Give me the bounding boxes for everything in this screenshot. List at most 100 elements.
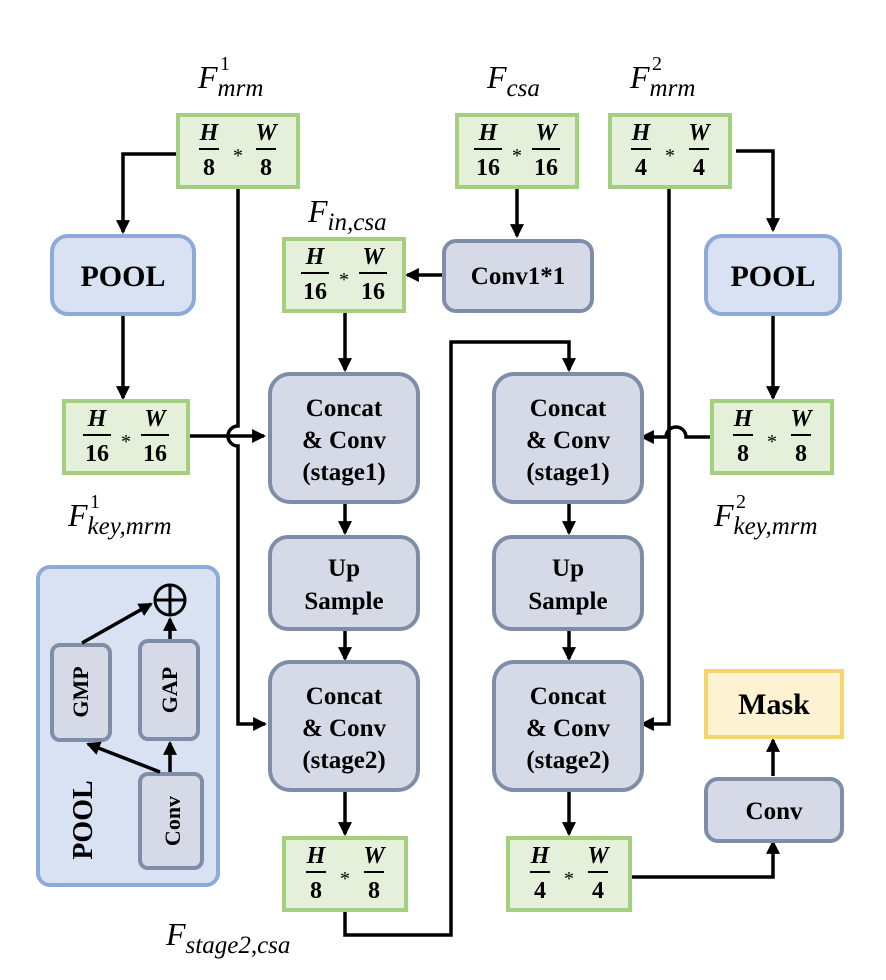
left-concat-stage1: Concat & Conv (stage1) <box>268 372 420 504</box>
svg-text:H: H <box>199 120 220 146</box>
label-f-key-mrm1-sup: 1 <box>90 491 100 513</box>
svg-text:8: 8 <box>260 155 272 181</box>
svg-text:W: W <box>688 120 711 146</box>
label-f-mrm1-sup: 1 <box>220 53 230 75</box>
label-f-mrm2-sup: 2 <box>652 53 662 75</box>
svg-text:*: * <box>339 269 349 291</box>
label-f-mrm1: Fmrm <box>197 59 263 102</box>
svg-text:H: H <box>87 406 108 432</box>
svg-text:W: W <box>144 406 167 432</box>
svg-text:*: * <box>767 431 777 453</box>
feature-box-key-mrm1: H 16 * W 16 <box>62 399 190 475</box>
feature-box-csa: H 16 * W 16 <box>455 113 579 189</box>
svg-text:POOL: POOL <box>730 260 815 293</box>
right-concat-stage1: Concat & Conv (stage1) <box>492 372 644 504</box>
svg-text:*: * <box>121 431 131 453</box>
svg-text:8: 8 <box>795 441 807 467</box>
svg-text:& Conv: & Conv <box>526 715 611 742</box>
svg-text:(stage1): (stage1) <box>302 459 385 486</box>
arrow-fstage2-to-right-stage1 <box>343 340 576 937</box>
arrow-mrm1-to-left-stage2 <box>226 186 268 731</box>
svg-text:W: W <box>255 120 278 146</box>
svg-text:H: H <box>305 244 326 270</box>
arrow-keymrm2-to-right-stage1 <box>639 425 710 444</box>
svg-text:(stage2): (stage2) <box>526 747 609 774</box>
svg-text:W: W <box>790 406 813 432</box>
arrow-mrm2-to-right-stage2 <box>639 187 671 731</box>
svg-text:W: W <box>362 244 385 270</box>
svg-text:H: H <box>530 843 551 869</box>
svg-text:H: H <box>631 120 652 146</box>
svg-text:*: * <box>233 145 243 167</box>
svg-text:4: 4 <box>534 878 546 904</box>
svg-text:4: 4 <box>693 155 705 181</box>
arrow-mrm1-to-pool <box>116 152 178 235</box>
label-f-in-csa: Fin,csa <box>307 193 387 236</box>
gap-label: GAP <box>157 667 182 713</box>
left-upsample: Up Sample <box>268 535 420 631</box>
svg-text:16: 16 <box>303 279 327 305</box>
svg-text:8: 8 <box>203 155 215 181</box>
feature-box-stage2-csa: H 8 * W 8 <box>282 836 408 912</box>
svg-text:16: 16 <box>476 155 500 181</box>
svg-text:Concat: Concat <box>306 683 383 710</box>
gmp-box <box>50 643 112 742</box>
gmp-label: GMP <box>68 666 93 717</box>
svg-text:Concat: Concat <box>530 683 607 710</box>
svg-text:H: H <box>306 843 327 869</box>
svg-text:W: W <box>363 843 386 869</box>
svg-text:POOL: POOL <box>80 260 165 293</box>
left-concat-stage2: Concat & Conv (stage2) <box>268 660 420 792</box>
feature-box-out-right: H 4 * W 4 <box>506 836 632 912</box>
label-f-csa: Fcsa <box>486 59 540 102</box>
label-f-stage2-csa: Fstage2,csa <box>165 916 290 959</box>
svg-text:16: 16 <box>143 441 167 467</box>
connectors <box>116 149 780 937</box>
svg-text:(stage2): (stage2) <box>302 747 385 774</box>
feature-box-mrm2: H 4 * W 4 <box>608 113 732 189</box>
svg-text:Concat: Concat <box>306 395 383 422</box>
feature-box-mrm1: H 8 * W 8 <box>176 113 300 189</box>
pool-detail-title: POOL <box>68 780 99 859</box>
svg-text:& Conv: & Conv <box>302 427 387 454</box>
label-f-mrm2: Fmrm <box>629 59 695 102</box>
svg-text:H: H <box>478 120 499 146</box>
pool-block-right: POOL <box>704 234 842 316</box>
svg-text:4: 4 <box>635 155 647 181</box>
svg-text:& Conv: & Conv <box>302 715 387 742</box>
feature-box-in-csa: H 16 * W 16 <box>282 237 406 313</box>
final-conv-block: Conv <box>704 777 844 843</box>
svg-text:*: * <box>512 145 522 167</box>
svg-text:Sample: Sample <box>528 588 607 615</box>
svg-text:Conv1*1: Conv1*1 <box>471 263 565 290</box>
right-upsample: Up Sample <box>492 535 644 631</box>
svg-text:& Conv: & Conv <box>526 427 611 454</box>
pool-conv-label: Conv <box>160 796 185 846</box>
svg-text:Concat: Concat <box>530 395 607 422</box>
label-f-key-mrm2: Fkey,mrm <box>713 497 818 540</box>
label-f-key-mrm2-sup: 2 <box>736 491 746 513</box>
svg-text:16: 16 <box>534 155 558 181</box>
svg-text:Mask: Mask <box>738 688 810 721</box>
svg-text:16: 16 <box>85 441 109 467</box>
conv1x1-block: Conv1*1 <box>442 239 594 313</box>
feature-box-key-mrm2: H 8 * W 8 <box>710 399 834 475</box>
gap-box <box>138 639 200 741</box>
sum-icon <box>153 583 187 617</box>
svg-text:Conv: Conv <box>746 798 803 825</box>
svg-text:(stage1): (stage1) <box>526 459 609 486</box>
svg-text:H: H <box>733 406 754 432</box>
pool-detail-panel: GMP GAP Conv POOL ⊕ <box>36 565 220 887</box>
right-concat-stage2: Concat & Conv (stage2) <box>492 660 644 792</box>
svg-text:8: 8 <box>368 878 380 904</box>
svg-text:4: 4 <box>592 878 604 904</box>
svg-text:*: * <box>340 868 350 890</box>
arrow-conv-to-gmp <box>86 741 161 774</box>
svg-text:Up: Up <box>552 555 584 582</box>
arrow-out-to-final-conv <box>630 839 780 879</box>
svg-text:W: W <box>587 843 610 869</box>
pool-conv-box <box>138 772 204 870</box>
svg-text:8: 8 <box>737 441 749 467</box>
mask-output: Mask <box>704 669 844 739</box>
